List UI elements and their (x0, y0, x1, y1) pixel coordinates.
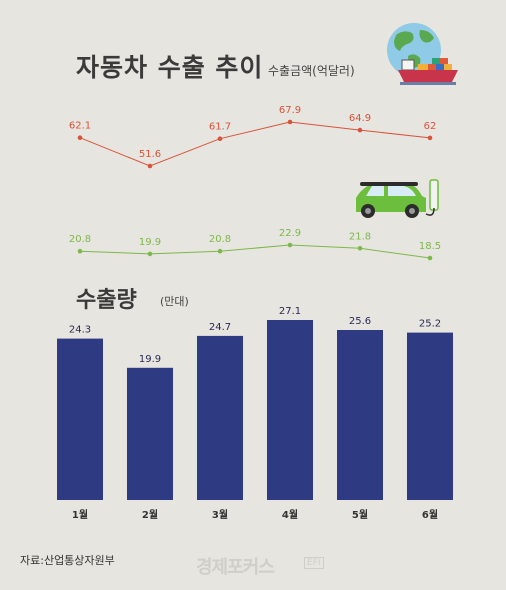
amount-series-line (79, 121, 431, 167)
month-tick-label: 6월 (422, 509, 438, 521)
ev-point (427, 255, 433, 261)
volume-title: 수출량 (76, 288, 137, 313)
amount-point (77, 135, 83, 140)
ev-data-label: 20.8 (209, 234, 231, 245)
volume-bar (267, 320, 313, 500)
month-tick-label: 2월 (142, 509, 158, 521)
volume-data-label: 25.2 (419, 319, 441, 330)
amount-data-label: 51.6 (139, 149, 161, 160)
amount-point (147, 163, 153, 169)
month-tick-label: 3월 (212, 509, 228, 521)
month-tick-label: 5월 (352, 509, 368, 521)
source-note: 자료:산업통상자원부 (20, 554, 115, 567)
ev-point (77, 248, 83, 254)
ev-point (357, 246, 363, 251)
amount-data-label: 64.9 (349, 113, 371, 124)
ev-data-label: 19.9 (139, 237, 161, 248)
month-tick-label: 1월 (72, 509, 88, 521)
ev-data-label: 22.9 (279, 228, 301, 239)
ev-data-label: 20.8 (69, 234, 91, 245)
globe-cargo-ship-icon (387, 23, 458, 85)
ev-point (287, 242, 293, 248)
volume-bar (57, 338, 103, 500)
amount-data-label: 62.1 (69, 121, 91, 132)
amount-unit-label: 수출금액(억달러) (268, 64, 355, 78)
ev-point (147, 251, 153, 257)
ev-series-line (79, 244, 431, 259)
amount-point (357, 127, 363, 133)
ev-data-label: 21.8 (349, 231, 371, 242)
amount-data-label: 61.7 (209, 122, 231, 133)
volume-data-label: 25.6 (349, 316, 371, 327)
volume-bar (407, 332, 453, 500)
volume-unit-label: (만대) (160, 295, 189, 308)
volume-data-label: 24.7 (209, 322, 231, 333)
chart-title: 자동차 수출 추이 (76, 53, 264, 82)
amount-data-label: 62 (424, 121, 437, 132)
volume-bar (197, 335, 243, 500)
month-tick-label: 4월 (282, 509, 298, 521)
volume-data-label: 24.3 (69, 325, 91, 336)
volume-data-label: 19.9 (139, 354, 161, 365)
ev-point (217, 248, 223, 254)
amount-point (427, 135, 433, 141)
brand-tag: EFI (304, 557, 324, 569)
volume-data-label: 27.1 (279, 306, 301, 317)
amount-point (217, 136, 223, 141)
electric-car-charging-icon (356, 179, 439, 218)
brand-logo: 경제포커스 (196, 557, 275, 578)
volume-bar (127, 367, 173, 500)
volume-bar (337, 330, 383, 500)
amount-data-label: 67.9 (279, 105, 301, 116)
amount-point (287, 119, 293, 125)
ev-data-label: 18.5 (419, 241, 441, 252)
